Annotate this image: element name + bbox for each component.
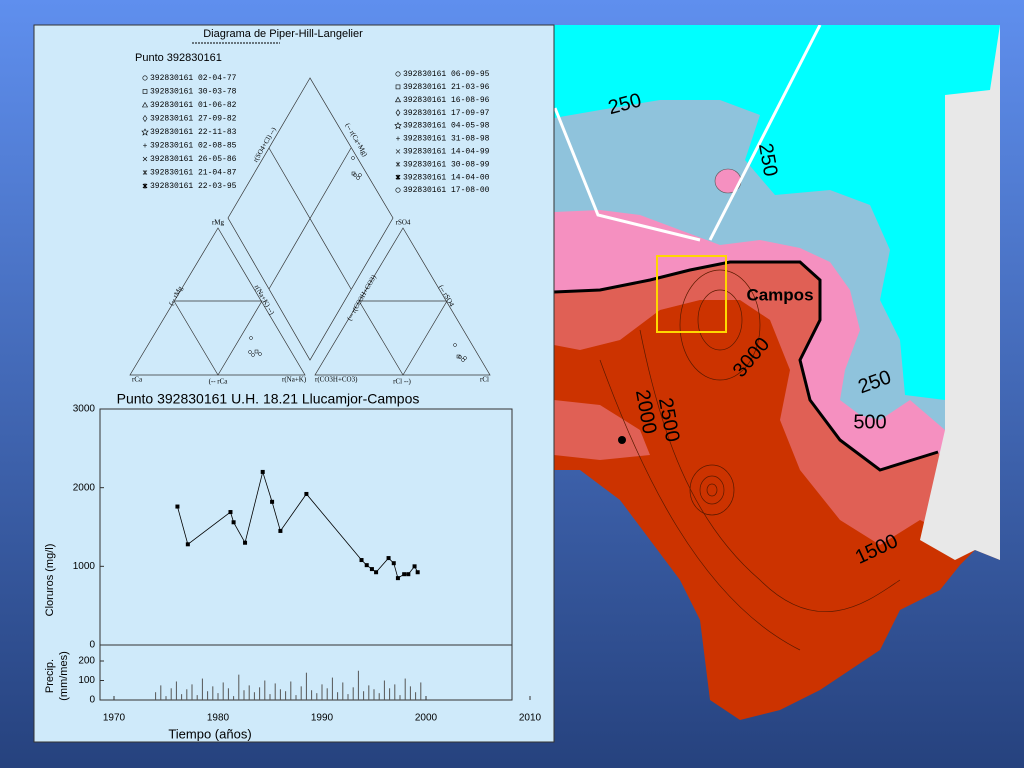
- y-tick-label: 0: [89, 695, 95, 706]
- legend-symbol: [142, 170, 148, 175]
- y-axis-label: Cloruros (mg/l): [44, 544, 56, 617]
- legend-entry: 392830161 31-08-98: [403, 135, 490, 144]
- map: [554, 25, 1000, 720]
- legend-entry: 392830161 01-06-82: [150, 101, 237, 110]
- legend-symbol: [394, 96, 402, 103]
- legend-entry: 392830161 02-04-77: [150, 74, 237, 83]
- legend-entry: 392830161 30-03-78: [150, 88, 237, 97]
- data-point: [243, 540, 248, 545]
- piper-label: rMg: [212, 219, 225, 227]
- legend-symbol: [394, 121, 402, 130]
- legend-entry: 392830161 22-11-83: [150, 128, 237, 137]
- piper-label: rSO4: [396, 219, 411, 227]
- piper-point: Punto 392830161: [135, 52, 222, 64]
- data-point: [175, 504, 180, 509]
- data-point: [304, 491, 309, 496]
- data-point: [369, 567, 374, 572]
- data-point: [364, 563, 369, 568]
- data-point: [185, 542, 190, 547]
- legend-entry: 392830161 04-05-98: [403, 122, 490, 131]
- data-point: [415, 570, 420, 575]
- x-axis-label: Tiempo (años): [168, 726, 251, 741]
- data-point: [406, 572, 411, 577]
- y-axis-label: Precip.: [44, 659, 56, 693]
- piper-label: (-- rCa: [209, 378, 229, 386]
- legend-symbol: [395, 71, 401, 77]
- data-point: [270, 499, 275, 504]
- legend-symbol: [142, 183, 148, 189]
- legend-entry: 392830161 16-08-96: [403, 96, 490, 105]
- y-tick-label: 0: [89, 640, 95, 651]
- map-outside: [920, 25, 1000, 560]
- piper-label: rCl --): [393, 378, 411, 386]
- data-point: [402, 572, 407, 577]
- legend-symbol: [141, 101, 149, 108]
- data-point: [386, 556, 391, 561]
- data-point: [391, 561, 396, 566]
- legend-entry: 392830161 14-04-99: [403, 148, 490, 157]
- data-point: [260, 469, 265, 474]
- legend-entry: 392830161 21-04-87: [150, 169, 237, 178]
- data-point: [395, 576, 400, 581]
- panel: [33, 24, 555, 743]
- legend-entry: 392830161 22-03-95: [150, 182, 237, 191]
- piper-title: Diagrama de Piper-Hill-Langelier: [203, 28, 363, 40]
- legend-symbol: [142, 156, 148, 162]
- legend-symbol: [142, 89, 148, 94]
- data-point: [278, 528, 283, 533]
- legend-entry: 392830161 21-03-96: [403, 83, 490, 92]
- x-tick-label: 1980: [207, 713, 230, 724]
- piper-diagram: [129, 77, 491, 376]
- y-tick-label: 1000: [73, 561, 96, 572]
- legend-entry: 392830161 02-08-85: [150, 142, 237, 151]
- x-tick-label: 2010: [519, 713, 542, 724]
- x-tick-label: 1990: [311, 713, 334, 724]
- legend-symbol: [142, 114, 148, 123]
- legend-symbol: [395, 149, 401, 154]
- legend-entry: 392830161 30-08-99: [403, 160, 490, 169]
- legend-entry: 392830161 14-04-00: [403, 173, 490, 182]
- legend-symbol: [141, 128, 149, 136]
- y-tick-label: 100: [78, 675, 95, 686]
- data-point: [412, 564, 417, 569]
- y-tick-label: 3000: [73, 404, 96, 415]
- data-point: [374, 570, 379, 575]
- legend-entry: 392830161 26-05-86: [150, 155, 237, 164]
- legend-symbol: [395, 187, 401, 193]
- place-label: Campos: [746, 285, 813, 304]
- legend-symbol: [395, 161, 401, 167]
- piper-label: rCa: [132, 376, 143, 384]
- legend-symbol: [142, 75, 148, 81]
- legend-entry: 392830161 27-09-82: [150, 115, 237, 124]
- chart-title: Punto 392830161 U.H. 18.21 Llucamjor-Cam…: [117, 391, 420, 407]
- y-tick-label: 2000: [73, 482, 96, 493]
- y-tick-label: 200: [78, 656, 95, 667]
- y-axis-label: (mm/mes): [58, 651, 70, 701]
- legend-symbol: [395, 109, 401, 117]
- legend-symbol: [395, 174, 401, 180]
- x-tick-label: 1970: [103, 713, 126, 724]
- highlight-box: [656, 255, 727, 333]
- x-tick-label: 2000: [415, 713, 438, 724]
- contour-label: 500: [853, 411, 886, 433]
- data-point: [228, 510, 233, 515]
- legend-symbol: [143, 143, 147, 148]
- legend-entry: 392830161 17-09-97: [403, 109, 490, 118]
- legend-entry: 392830161 06-09-95: [403, 70, 490, 79]
- piper-label: r(CO3H+CO3): [315, 376, 358, 384]
- piper-label: r(Na+K): [282, 376, 307, 384]
- legend-entry: 392830161 17-08-00: [403, 186, 490, 195]
- piper-label: rCl: [480, 376, 489, 384]
- legend-symbol: [395, 84, 401, 90]
- data-point: [231, 520, 236, 525]
- legend-symbol: [396, 136, 400, 141]
- data-point: [359, 558, 364, 563]
